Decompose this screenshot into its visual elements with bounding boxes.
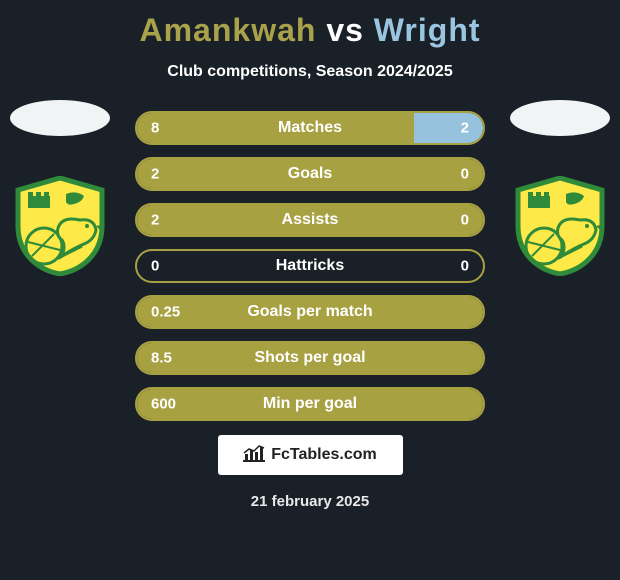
stat-row: 8.5Shots per goal bbox=[135, 341, 485, 375]
crest-right-wrap bbox=[500, 100, 620, 276]
stat-row: 600Min per goal bbox=[135, 387, 485, 421]
club-crest-right bbox=[510, 176, 610, 276]
crest-shadow bbox=[510, 100, 610, 136]
stat-label: Hattricks bbox=[137, 257, 483, 275]
stat-label: Goals per match bbox=[137, 303, 483, 321]
stat-label: Goals bbox=[137, 165, 483, 183]
stat-label: Min per goal bbox=[137, 395, 483, 413]
stat-row: 82Matches bbox=[135, 111, 485, 145]
stat-label: Shots per goal bbox=[137, 349, 483, 367]
stat-rows: 82Matches 20Goals 20Assists 00Hattricks 0.25… bbox=[135, 111, 485, 421]
player1-name: Amankwah bbox=[139, 12, 316, 48]
crest-shadow bbox=[10, 100, 110, 136]
player2-name: Wright bbox=[374, 12, 481, 48]
stat-label: Matches bbox=[137, 119, 483, 137]
title-vs: vs bbox=[326, 12, 364, 48]
stat-row: 00Hattricks bbox=[135, 249, 485, 283]
club-crest-left bbox=[10, 176, 110, 276]
stat-row: 0.25Goals per match bbox=[135, 295, 485, 329]
crest-left-wrap bbox=[0, 100, 120, 276]
footer-date: 21 february 2025 bbox=[0, 493, 620, 510]
stat-row: 20Assists bbox=[135, 203, 485, 237]
stat-row: 20Goals bbox=[135, 157, 485, 191]
stat-label: Assists bbox=[137, 211, 483, 229]
page-title: Amankwah vs Wright bbox=[0, 0, 620, 49]
footer-site: FcTables.com bbox=[271, 446, 377, 464]
footer-logo: FcTables.com bbox=[218, 435, 403, 475]
bar-chart-icon bbox=[243, 444, 265, 467]
subtitle: Club competitions, Season 2024/2025 bbox=[0, 63, 620, 81]
